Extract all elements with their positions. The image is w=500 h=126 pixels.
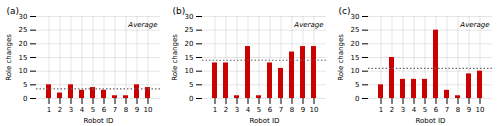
svg-text:10: 10	[351, 67, 360, 75]
svg-text:5: 5	[23, 81, 27, 89]
svg-text:0: 0	[355, 95, 359, 103]
svg-text:20: 20	[351, 40, 360, 48]
svg-text:Average: Average	[459, 21, 489, 29]
svg-text:(c): (c)	[339, 6, 351, 16]
svg-text:5: 5	[189, 81, 193, 89]
svg-text:Role changes: Role changes	[337, 34, 345, 81]
svg-text:3: 3	[401, 106, 405, 114]
svg-text:8: 8	[456, 106, 460, 114]
svg-text:Average: Average	[127, 21, 157, 29]
svg-text:Robot ID: Robot ID	[416, 117, 446, 125]
svg-text:7: 7	[113, 106, 117, 114]
svg-text:1: 1	[47, 106, 51, 114]
svg-text:(b): (b)	[173, 6, 186, 16]
svg-text:4: 4	[412, 106, 417, 114]
svg-text:8: 8	[124, 106, 128, 114]
svg-text:15: 15	[185, 54, 194, 62]
svg-text:5: 5	[257, 106, 261, 114]
svg-text:5: 5	[91, 106, 95, 114]
svg-text:0: 0	[23, 95, 27, 103]
svg-text:9: 9	[135, 106, 139, 114]
svg-text:15: 15	[19, 54, 28, 62]
svg-text:3: 3	[69, 106, 73, 114]
svg-text:25: 25	[19, 26, 28, 34]
svg-text:30: 30	[351, 13, 360, 21]
svg-text:Average: Average	[293, 21, 323, 29]
svg-text:9: 9	[301, 106, 305, 114]
svg-text:10: 10	[476, 106, 485, 114]
svg-text:1: 1	[379, 106, 383, 114]
svg-text:0: 0	[189, 95, 193, 103]
svg-text:25: 25	[351, 26, 360, 34]
svg-text:Robot ID: Robot ID	[84, 117, 114, 125]
svg-text:5: 5	[355, 81, 359, 89]
svg-text:Role changes: Role changes	[171, 34, 179, 81]
svg-text:20: 20	[19, 40, 28, 48]
svg-text:6: 6	[434, 106, 439, 114]
svg-text:5: 5	[423, 106, 427, 114]
svg-text:(a): (a)	[7, 6, 20, 16]
svg-text:30: 30	[19, 13, 28, 21]
svg-text:10: 10	[19, 67, 28, 75]
svg-text:30: 30	[185, 13, 194, 21]
svg-text:9: 9	[467, 106, 471, 114]
svg-text:2: 2	[58, 106, 62, 114]
svg-text:6: 6	[102, 106, 107, 114]
svg-text:3: 3	[235, 106, 239, 114]
svg-text:7: 7	[445, 106, 449, 114]
svg-text:2: 2	[390, 106, 394, 114]
svg-text:6: 6	[268, 106, 273, 114]
svg-text:25: 25	[185, 26, 194, 34]
svg-text:8: 8	[290, 106, 294, 114]
svg-text:10: 10	[144, 106, 153, 114]
svg-text:4: 4	[80, 106, 85, 114]
svg-text:7: 7	[279, 106, 283, 114]
svg-text:Role changes: Role changes	[5, 34, 13, 81]
svg-text:4: 4	[246, 106, 251, 114]
svg-text:10: 10	[310, 106, 319, 114]
svg-text:2: 2	[224, 106, 228, 114]
svg-text:Robot ID: Robot ID	[250, 117, 280, 125]
svg-text:1: 1	[213, 106, 217, 114]
svg-text:20: 20	[185, 40, 194, 48]
svg-text:10: 10	[185, 67, 194, 75]
svg-text:15: 15	[351, 54, 360, 62]
